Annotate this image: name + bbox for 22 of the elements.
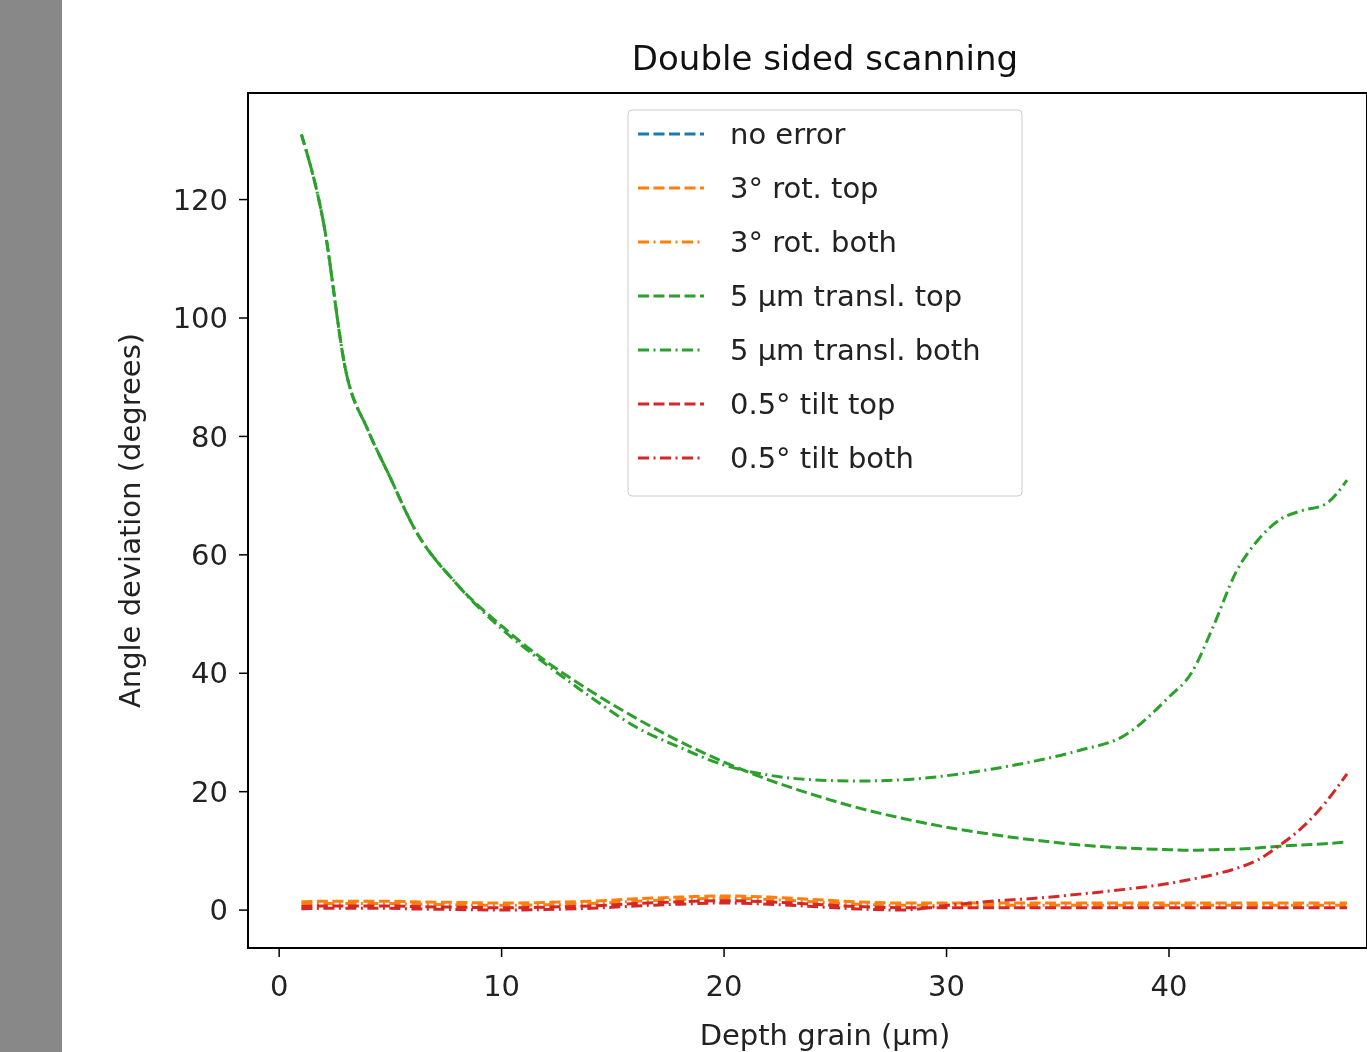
x-tick-label: 0: [269, 969, 289, 1003]
y-tick-label: 80: [191, 419, 228, 454]
x-tick-label: 20: [705, 969, 743, 1003]
legend-label: 5 μm transl. both: [730, 333, 981, 368]
x-axis-title: Depth grain (μm): [699, 1018, 951, 1052]
legend-label: 3° rot. both: [730, 225, 897, 260]
legend-label: 0.5° tilt top: [730, 387, 896, 422]
legend-label: 5 μm transl. top: [730, 279, 963, 314]
y-axis-title: Angle deviation (degrees): [113, 332, 147, 709]
x-tick-label: 40: [1150, 969, 1188, 1003]
x-tick-label: 10: [483, 969, 521, 1003]
y-tick-label: 100: [172, 301, 228, 336]
legend-label: 3° rot. top: [730, 171, 879, 206]
legend-label: 0.5° tilt both: [730, 441, 914, 476]
y-tick-label: 0: [209, 893, 228, 928]
legend-label: no error: [730, 117, 846, 152]
y-tick-label: 120: [172, 182, 228, 217]
y-tick-label: 40: [191, 656, 228, 691]
chart-title: Double sided scanning: [631, 38, 1019, 78]
y-tick-label: 60: [191, 537, 228, 572]
x-tick-label: 30: [928, 969, 965, 1003]
y-tick-label: 20: [191, 774, 228, 809]
